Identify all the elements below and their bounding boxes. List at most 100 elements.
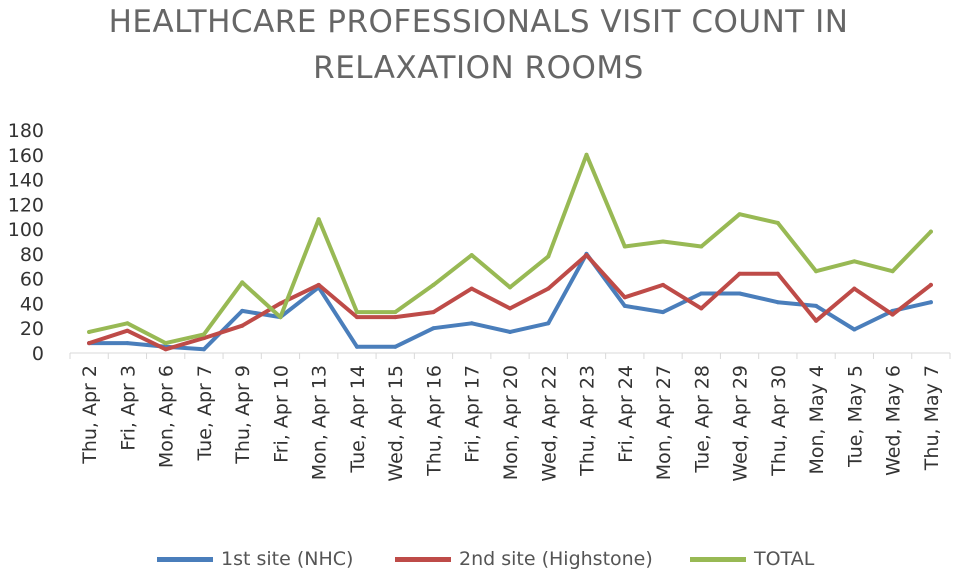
series-2-point <box>240 323 245 328</box>
y-tick-label: 60 <box>20 269 44 291</box>
series-2-point <box>852 286 857 291</box>
y-tick-label: 0 <box>32 343 44 365</box>
series-2-point <box>546 286 551 291</box>
series-1-point <box>814 303 819 308</box>
series-2-point <box>163 347 168 352</box>
legend-item-total: TOTAL <box>690 548 814 570</box>
series-3-point <box>814 269 819 274</box>
x-tick-label: Thu, Apr 23 <box>577 365 599 477</box>
series-1-point <box>240 308 245 313</box>
series-3-point <box>890 269 895 274</box>
series-1-point <box>125 341 130 346</box>
legend-swatch-1st-site <box>157 556 213 562</box>
series-3-point <box>469 253 474 258</box>
series-2-point <box>622 295 627 300</box>
series-3-point <box>852 259 857 264</box>
legend-swatch-total <box>690 556 746 562</box>
series-1-point <box>775 300 780 305</box>
x-tick-label: Fri, Apr 10 <box>270 365 292 463</box>
x-tick-label: Thu, May 7 <box>921 365 943 471</box>
series-1-point <box>928 300 933 305</box>
y-tick-label: 20 <box>20 318 44 340</box>
y-tick-label: 100 <box>8 219 44 241</box>
y-tick-label: 140 <box>8 170 44 192</box>
legend: 1st site (NHC) 2nd site (Highstone) TOTA… <box>0 548 957 574</box>
series-1-point <box>546 321 551 326</box>
series-line-3 <box>87 152 933 346</box>
legend-label-1st-site: 1st site (NHC) <box>221 548 354 570</box>
chart-title-line-2: RELAXATION ROOMS <box>313 50 644 86</box>
series-1-point <box>393 344 398 349</box>
series-3-point <box>928 229 933 234</box>
x-tick-label: Thu, Apr 16 <box>423 365 445 477</box>
x-tick-label: Wed, Apr 15 <box>385 365 407 482</box>
series-2-point <box>87 341 92 346</box>
x-tick-label: Wed, Apr 22 <box>538 365 560 482</box>
series-3-point <box>393 310 398 315</box>
series-2-point <box>775 271 780 276</box>
legend-label-2nd-site: 2nd site (Highstone) <box>459 548 653 570</box>
series-2-point <box>508 306 512 311</box>
series-3-point <box>201 332 206 337</box>
series-2-point <box>316 282 321 287</box>
x-tick-label: Thu, Apr 9 <box>232 365 254 465</box>
series-1-point <box>622 303 627 308</box>
series-2-point <box>814 318 819 323</box>
legend-swatch-2nd-site <box>395 556 451 562</box>
series-3-point <box>546 254 551 259</box>
x-tick-label: Fri, Apr 3 <box>117 365 139 451</box>
series-1-point <box>661 310 666 315</box>
series-3-point <box>163 341 168 346</box>
series-3-point <box>431 282 436 287</box>
x-tick-label: Wed, Apr 29 <box>730 365 752 482</box>
x-tick-label: Fri, Apr 24 <box>615 365 637 463</box>
series-3-point <box>87 329 92 334</box>
series-3-point <box>699 244 704 249</box>
series-2-point <box>354 315 359 320</box>
series-3-point <box>240 280 245 285</box>
y-tick-label: 120 <box>8 194 44 216</box>
x-tick-label: Mon, Apr 13 <box>309 365 331 480</box>
series-1-point <box>431 326 436 331</box>
series-3-point <box>775 220 780 225</box>
x-tick-label: Wed, May 6 <box>883 365 905 476</box>
series-3-point <box>125 321 130 326</box>
x-tick-label: Mon, Apr 20 <box>500 365 522 480</box>
series-3-point <box>622 244 627 249</box>
series-1-point <box>201 347 206 352</box>
y-tick-label: 80 <box>20 244 44 266</box>
series-1-point <box>852 327 857 332</box>
x-tick-label: Tue, Apr 28 <box>691 365 713 474</box>
series-2-point <box>661 282 666 287</box>
series-3-point <box>354 310 359 315</box>
series-3-point <box>584 152 589 157</box>
y-tick-label: 180 <box>8 120 44 142</box>
series-3-point <box>508 285 512 290</box>
series-1-point <box>469 321 474 326</box>
x-tick-label: Mon, Apr 6 <box>156 365 178 468</box>
legend-label-total: TOTAL <box>754 548 815 570</box>
x-tick-label: Thu, Apr 30 <box>768 365 790 477</box>
y-tick-label: 40 <box>20 293 44 315</box>
series-1-point <box>699 291 704 296</box>
x-tick-label: Mon, Apr 27 <box>653 365 675 480</box>
legend-item-1st-site: 1st site (NHC) <box>157 548 353 570</box>
series-1-point <box>508 329 512 334</box>
x-tick-label: Thu, Apr 2 <box>79 365 101 465</box>
x-tick-label: Fri, Apr 17 <box>462 365 484 463</box>
series-2-point <box>699 306 704 311</box>
series-2-point <box>278 301 283 306</box>
series-3-point <box>316 217 321 222</box>
chart-title-line-1: HEALTHCARE PROFESSIONALS VISIT COUNT IN <box>108 4 849 40</box>
y-tick-label: 160 <box>8 145 44 167</box>
series-3-point <box>278 315 283 320</box>
series-2-point <box>928 282 933 287</box>
series-3-point <box>737 212 742 217</box>
x-tick-label: Tue, Apr 7 <box>194 365 216 462</box>
series-line-2 <box>87 253 933 352</box>
series-2-point <box>584 253 589 258</box>
legend-item-2nd-site: 2nd site (Highstone) <box>395 548 653 570</box>
series-2-point <box>737 271 742 276</box>
